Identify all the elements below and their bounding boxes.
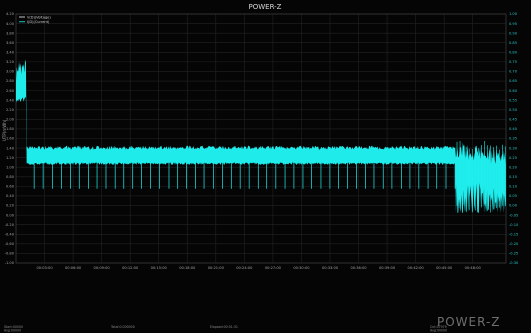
left-tick-label: 4.00 (6, 22, 15, 26)
legend-voltage: V(D)(Voltage) (27, 15, 51, 19)
footer-left-bottom: Avg:00000 (4, 329, 21, 333)
right-tick-label: 0.40 (509, 127, 518, 131)
left-tick-label: 1.00 (6, 165, 15, 169)
x-tick-label: 00:42:00 (408, 266, 425, 270)
left-tick-label: 3.80 (6, 31, 15, 35)
right-tick-label: 0.80 (509, 51, 518, 55)
footer-left-top: Start:00000 (4, 325, 23, 329)
chart-title: POWER-Z (249, 3, 282, 11)
horizontal-grid (16, 13, 506, 264)
left-tick-label: -0.80 (5, 252, 15, 256)
footer-right-top: Cnt:07979 (430, 325, 447, 329)
right-tick-label: -0.25 (509, 252, 518, 256)
left-tick-label: 4.20 (6, 12, 15, 16)
right-axis: 1.00 0.95 0.90 0.85 0.80 0.75 0.70 0.65 0.60 0.55… (509, 12, 519, 265)
x-tick-label: 00:03:00 (36, 266, 53, 270)
x-tick-label: 00:18:00 (179, 266, 196, 270)
x-tick-label: 00:27:00 (265, 266, 282, 270)
right-tick-label: 0.60 (509, 89, 518, 93)
left-tick-label: 0.00 (6, 213, 15, 217)
left-tick-label: 3.00 (6, 70, 15, 74)
right-tick-label: 0.20 (509, 165, 518, 169)
bottom-axis: 00:03:00 00:06:00 00:09:00 00:12:00 00:15:00… (36, 266, 481, 270)
left-axis: 4.20 4.00 3.80 3.60 3.40 3.20 3.00 2.80 2.60 2.40… (5, 12, 15, 265)
left-tick-label: 0.60 (6, 185, 15, 189)
right-tick-label: 0.00 (509, 204, 518, 208)
x-tick-label: 00:09:00 (94, 266, 111, 270)
left-tick-label: -0.40 (5, 232, 15, 236)
right-tick-label: 0.45 (509, 118, 517, 122)
grid-lines (16, 13, 506, 264)
left-tick-label: -0.60 (5, 242, 15, 246)
right-tick-label: 0.95 (509, 22, 517, 26)
left-tick-label: 3.60 (6, 41, 15, 45)
left-tick-label: 1.80 (6, 127, 15, 131)
x-tick-label: 00:36:00 (350, 266, 367, 270)
left-tick-label: 0.20 (6, 204, 15, 208)
right-tick-label: -0.05 (509, 213, 518, 217)
left-tick-label: 2.80 (6, 79, 15, 83)
left-tick-label: 2.20 (6, 108, 15, 112)
left-tick-label: 3.40 (6, 51, 15, 55)
left-tick-label: 1.20 (6, 156, 15, 160)
left-tick-label: 2.60 (6, 89, 15, 93)
power-z-logo: POWER-Z (437, 315, 501, 329)
x-tick-label: 00:45:00 (436, 266, 453, 270)
right-tick-label: 0.65 (509, 79, 517, 83)
left-tick-label: 2.00 (6, 118, 15, 122)
legend-current: I(D)(Current) (27, 20, 50, 24)
left-tick-label: 0.80 (6, 175, 15, 179)
right-tick-label: 0.25 (509, 156, 517, 160)
right-tick-label: 0.90 (509, 31, 518, 35)
x-tick-label: 00:21:00 (208, 266, 225, 270)
x-tick-label: 00:12:00 (122, 266, 139, 270)
right-tick-label: 0.05 (509, 194, 517, 198)
left-tick-label: 1.40 (6, 146, 15, 150)
left-tick-label: 1.60 (6, 137, 15, 141)
plot-frame (15, 13, 507, 264)
x-tick-label: 00:39:00 (379, 266, 396, 270)
right-tick-label: -0.20 (509, 242, 519, 246)
left-y-axis-label: UTP(mWh) (2, 119, 7, 141)
x-tick-label: 00:33:00 (322, 266, 339, 270)
footer-center-left: Total:0.000000 (110, 325, 135, 329)
x-tick-label: 00:15:00 (151, 266, 168, 270)
x-tick-label: 00:06:00 (65, 266, 82, 270)
left-tick-label: -0.20 (5, 223, 15, 227)
x-tick-label: 00:24:00 (236, 266, 253, 270)
branding: POWER-Z (437, 315, 501, 329)
left-tick-label: 3.20 (6, 60, 15, 64)
left-tick-label: 0.40 (6, 194, 15, 198)
right-tick-label: 0.15 (509, 175, 517, 179)
right-tick-label: 0.75 (509, 60, 517, 64)
footer-right-bottom: Avg:00000 (430, 329, 447, 333)
right-tick-label: -0.15 (509, 232, 518, 236)
right-tick-label: -0.30 (509, 261, 519, 265)
x-tick-label: 00:30:00 (293, 266, 310, 270)
right-tick-label: 0.10 (509, 185, 518, 189)
right-tick-label: 0.70 (509, 70, 518, 74)
legend: V(D)(Voltage) I(D)(Current) (19, 15, 51, 24)
right-tick-label: 1.00 (509, 12, 518, 16)
right-tick-label: -0.10 (509, 223, 519, 227)
current-spikes (33, 140, 507, 213)
right-tick-label: 0.50 (509, 108, 518, 112)
left-tick-label: -1.00 (5, 261, 15, 265)
right-tick-label: 0.35 (509, 137, 517, 141)
right-tick-label: 0.85 (509, 41, 517, 45)
right-tick-label: 0.55 (509, 98, 517, 102)
left-tick-label: 2.40 (6, 98, 15, 102)
right-tick-label: 0.30 (509, 146, 518, 150)
x-tick-label: 00:48:00 (465, 266, 482, 270)
footer-readouts: Start:00000 Avg:00000 Total:0.000000 Ela… (4, 325, 447, 333)
footer-center: Elapsed:00:51:31 (210, 325, 238, 329)
